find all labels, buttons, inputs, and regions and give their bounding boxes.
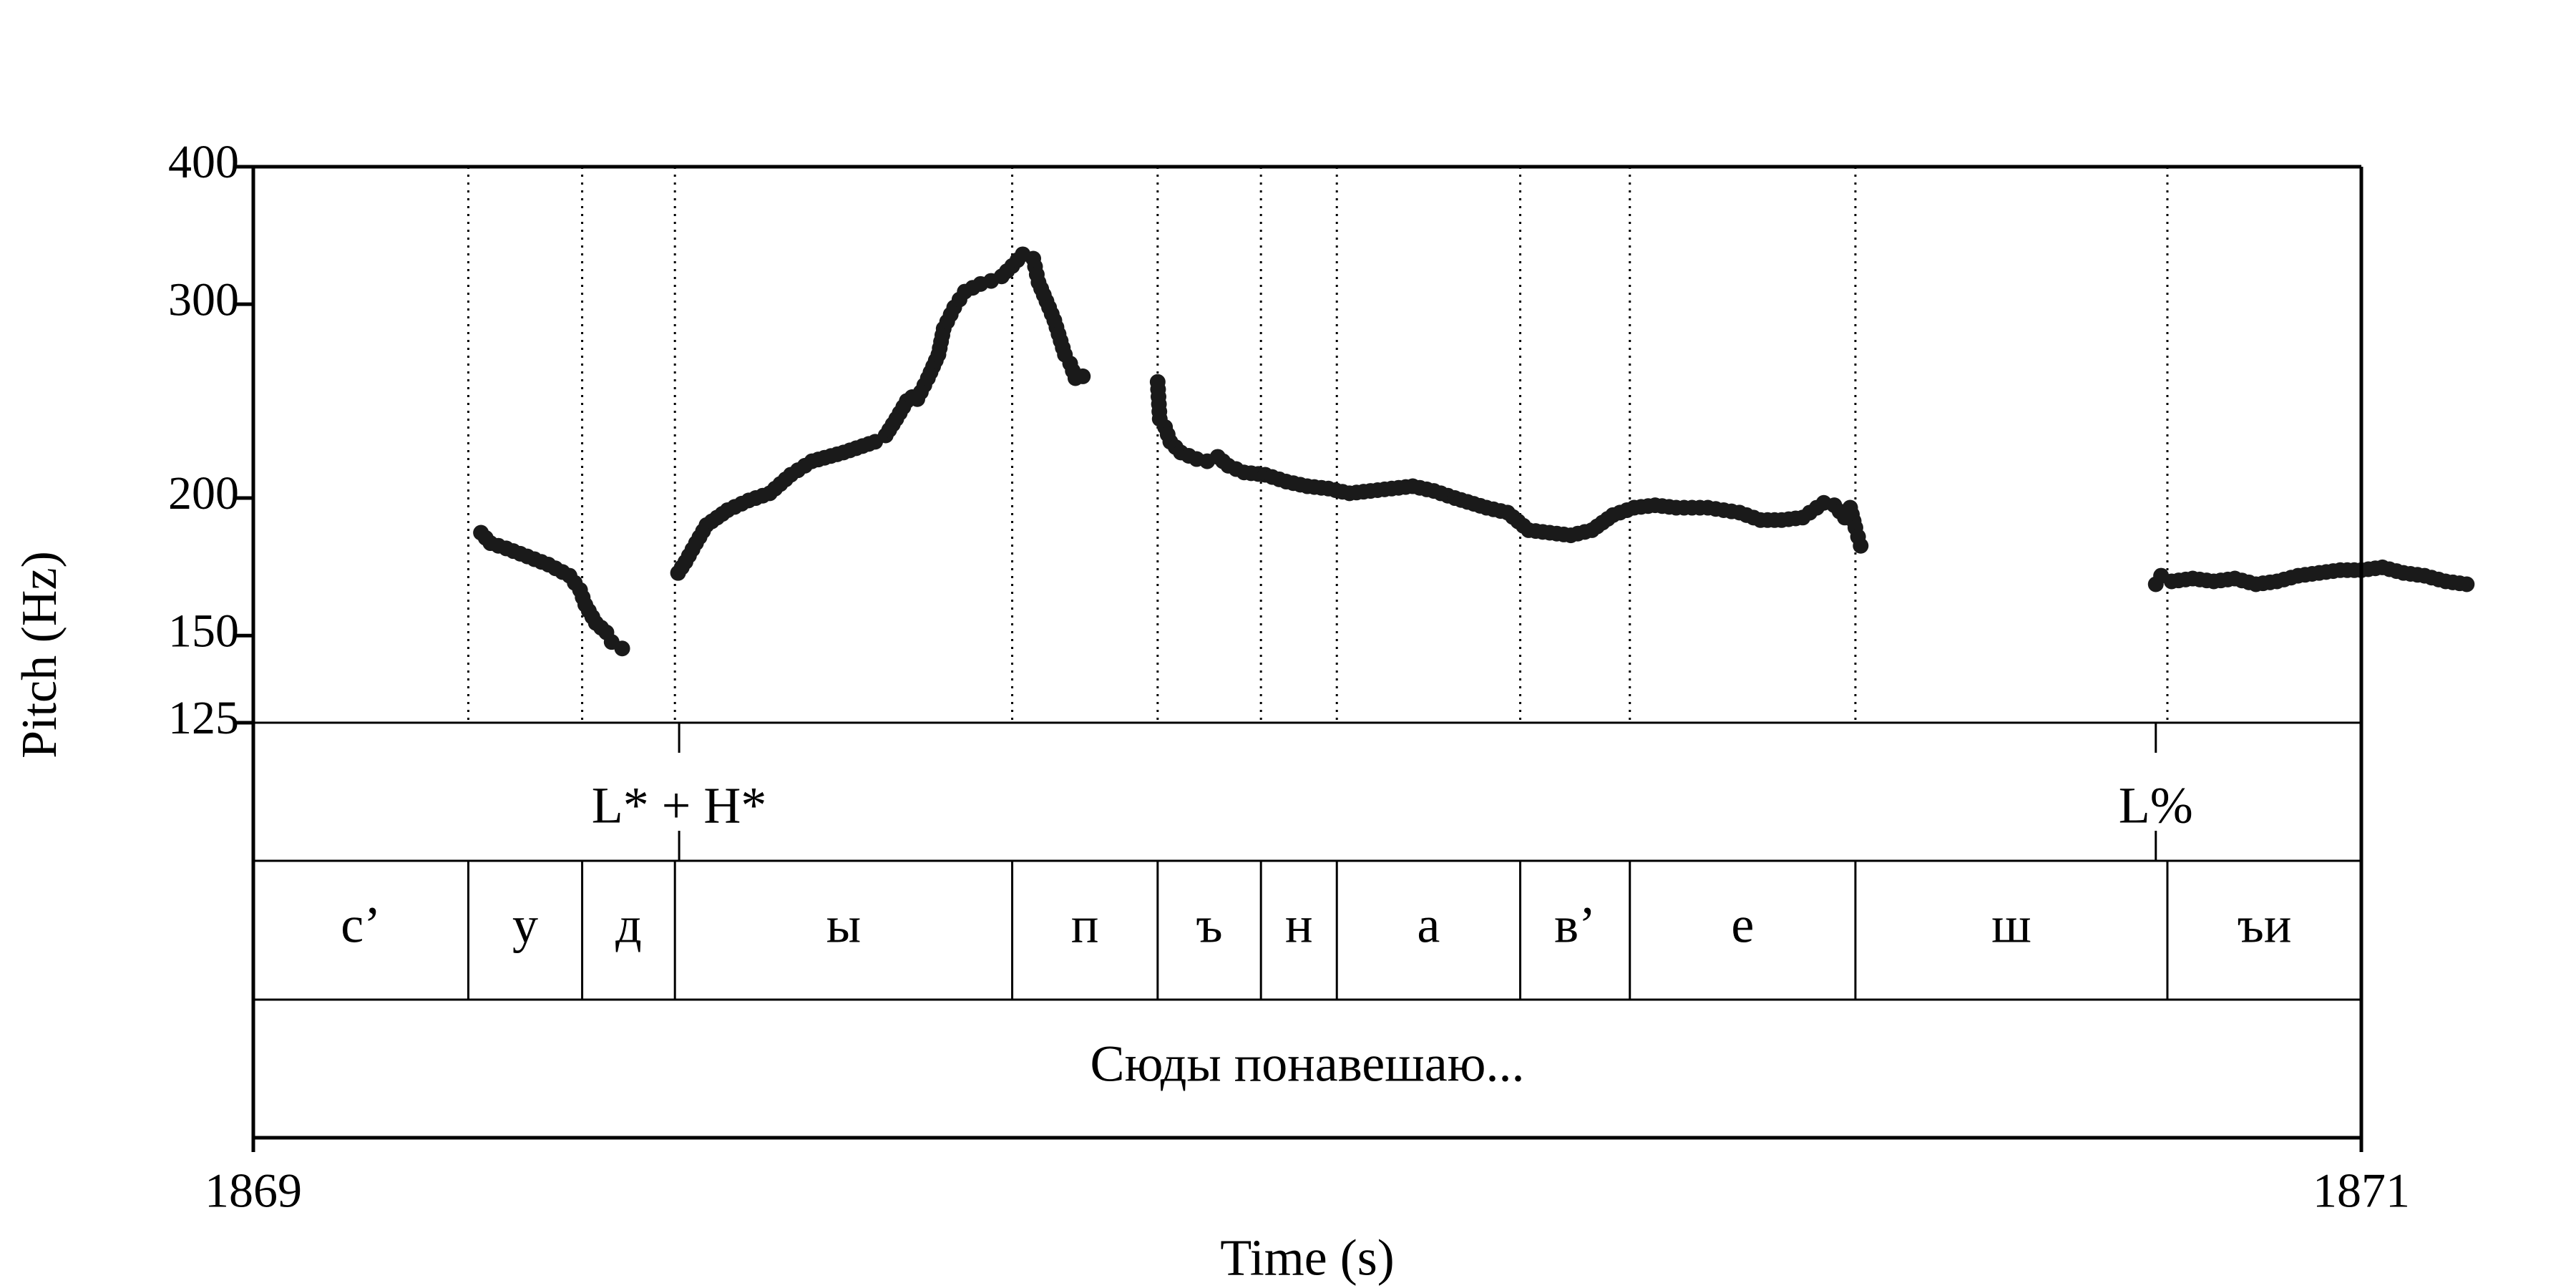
y-tick-marks xyxy=(233,165,253,725)
tone-label: L* + H* xyxy=(592,777,767,834)
y-tick-label: 200 xyxy=(168,467,239,519)
x-axis-label: Time (s) xyxy=(1220,1229,1394,1287)
x-axis: 1869 1871 Time (s) xyxy=(205,1138,2410,1287)
word-tier: Сюды понавешаю... xyxy=(253,1035,2361,1140)
x-tick-label: 1869 xyxy=(205,1163,302,1218)
tone-tier: L* + H* L% xyxy=(253,723,2361,862)
segment-label: ш xyxy=(1991,897,2031,954)
word-label: Сюды понавешаю... xyxy=(1091,1035,1525,1093)
segment-label: в’ xyxy=(1554,897,1596,954)
segment-label: ъ xyxy=(1196,897,1222,954)
pitch-point xyxy=(1075,368,1091,384)
pitch-panel xyxy=(253,165,2361,724)
y-tick-label: 125 xyxy=(168,692,239,744)
segment-label: а xyxy=(1417,897,1440,954)
pitch-point xyxy=(614,640,630,657)
segment-label: ы xyxy=(826,897,861,954)
segment-label: н xyxy=(1285,897,1313,954)
y-tick-label: 300 xyxy=(168,273,239,326)
x-tick-label: 1871 xyxy=(2313,1163,2410,1218)
segment-label: у xyxy=(512,897,538,954)
y-tick-label: 150 xyxy=(168,605,239,657)
segment-label: с’ xyxy=(341,897,381,954)
pitch-point xyxy=(1853,537,1869,554)
segment-tier: с’ у д ы п ъ н а в’ е ш ъи xyxy=(253,861,2361,1001)
tone-label: L% xyxy=(2119,777,2193,834)
segment-boundary-guides xyxy=(467,167,2169,723)
pitch-point xyxy=(2459,576,2475,592)
y-tick-label: 400 xyxy=(168,136,239,188)
pitch-points xyxy=(473,246,2475,657)
segment-label: д xyxy=(615,897,642,954)
segment-label: е xyxy=(1731,897,1754,954)
segment-label: п xyxy=(1071,897,1099,954)
y-axis-label: Pitch (Hz) xyxy=(12,551,67,758)
segment-label: ъи xyxy=(2238,897,2292,954)
y-axis: 400 300 200 150 125 Pitch (Hz) xyxy=(12,136,2363,1138)
